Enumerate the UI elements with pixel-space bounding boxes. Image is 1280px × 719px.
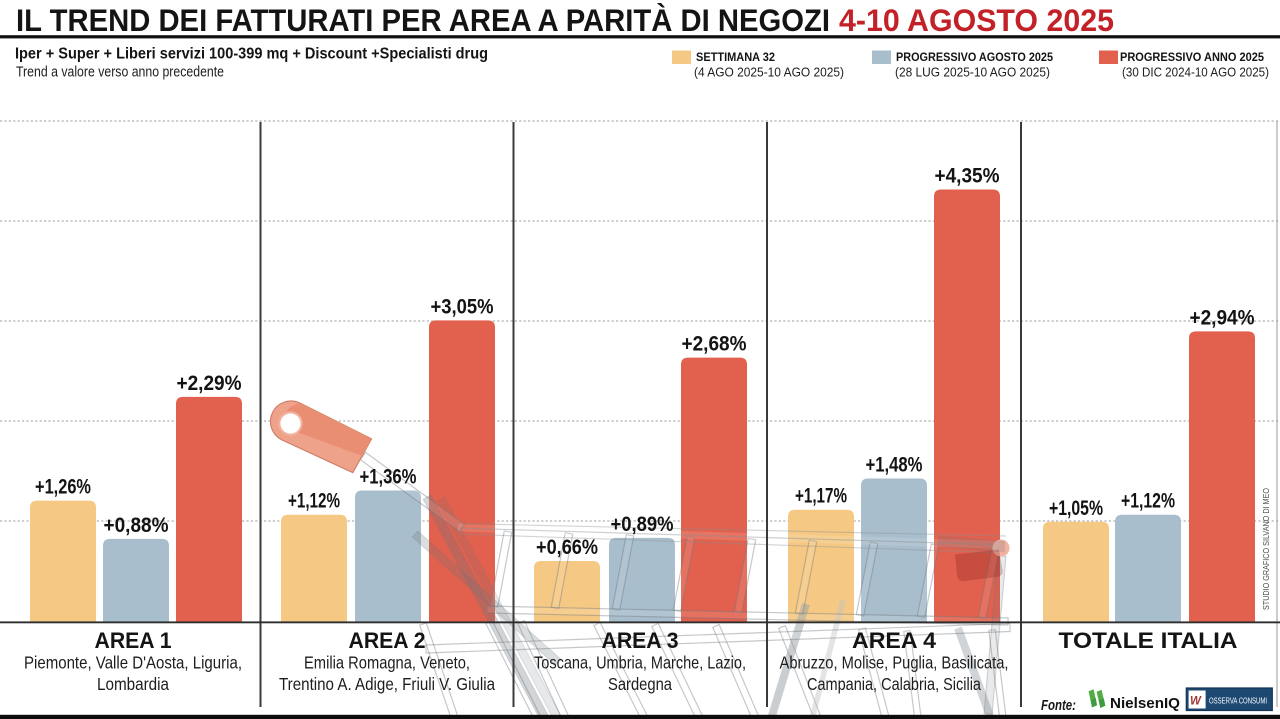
svg-text:+1,05%: +1,05% <box>1049 497 1103 520</box>
svg-text:W: W <box>1190 696 1202 708</box>
svg-text:NielsenIQ: NielsenIQ <box>1110 695 1180 712</box>
svg-text:(30 DIC 2024-10 AGO 2025): (30 DIC 2024-10 AGO 2025) <box>1122 65 1269 80</box>
svg-text:+2,68%: +2,68% <box>682 333 747 356</box>
svg-text:Fonte:: Fonte: <box>1041 697 1076 714</box>
svg-text:+1,12%: +1,12% <box>288 490 340 513</box>
svg-text:Lombardia: Lombardia <box>97 674 169 694</box>
svg-text:Trentino A. Adige, Friuli V. G: Trentino A. Adige, Friuli V. Giulia <box>279 674 495 694</box>
svg-text:OSSERVA CONSUMI: OSSERVA CONSUMI <box>1209 697 1267 706</box>
svg-text:4-10 AGOSTO 2025: 4-10 AGOSTO 2025 <box>839 2 1114 38</box>
svg-text:AREA 4: AREA 4 <box>852 628 937 653</box>
svg-text:Iper + Super + Liberi servizi: Iper + Super + Liberi servizi 100-399 mq… <box>15 46 488 63</box>
svg-text:+1,12%: +1,12% <box>1121 490 1175 513</box>
svg-text:AREA 3: AREA 3 <box>602 628 679 653</box>
svg-text:+0,88%: +0,88% <box>104 514 169 537</box>
svg-text:+0,89%: +0,89% <box>611 513 674 536</box>
svg-text:Emilia Romagna, Veneto,: Emilia Romagna, Veneto, <box>304 653 470 673</box>
svg-text:Abruzzo, Molise, Puglia, Basil: Abruzzo, Molise, Puglia, Basilicata, <box>780 653 1009 673</box>
svg-text:SETTIMANA 32: SETTIMANA 32 <box>696 50 775 64</box>
svg-text:Toscana, Umbria, Marche, Lazio: Toscana, Umbria, Marche, Lazio, <box>534 653 746 673</box>
svg-text:IL TREND DEI FATTURATI PER ARE: IL TREND DEI FATTURATI PER AREA A PARITÀ… <box>16 2 830 38</box>
svg-text:PROGRESSIVO AGOSTO 2025: PROGRESSIVO AGOSTO 2025 <box>896 50 1053 64</box>
svg-text:(28 LUG 2025-10 AGO 2025): (28 LUG 2025-10 AGO 2025) <box>895 65 1050 80</box>
svg-text:PROGRESSIVO ANNO 2025: PROGRESSIVO ANNO 2025 <box>1120 50 1264 64</box>
svg-text:Trend a valore verso anno prec: Trend a valore verso anno precedente <box>16 64 224 81</box>
svg-text:Campania, Calabria, Sicilia: Campania, Calabria, Sicilia <box>807 674 981 694</box>
svg-text:TOTALE ITALIA: TOTALE ITALIA <box>1059 628 1238 653</box>
svg-text:AREA 1: AREA 1 <box>95 628 172 653</box>
svg-text:+0,66%: +0,66% <box>536 536 598 559</box>
svg-text:+1,48%: +1,48% <box>866 454 923 477</box>
svg-text:+1,36%: +1,36% <box>360 466 417 489</box>
svg-text:+4,35%: +4,35% <box>935 165 1000 188</box>
svg-text:Sardegna: Sardegna <box>608 674 672 694</box>
svg-text:STUDIO GRAFICO SILVANO DI MEO: STUDIO GRAFICO SILVANO DI MEO <box>1261 488 1271 610</box>
svg-text:Piemonte, Valle D'Aosta, Ligur: Piemonte, Valle D'Aosta, Liguria, <box>24 653 242 673</box>
svg-text:+3,05%: +3,05% <box>431 295 494 318</box>
svg-text:+1,17%: +1,17% <box>795 485 847 508</box>
svg-text:AREA 2: AREA 2 <box>349 628 426 653</box>
svg-text:+1,26%: +1,26% <box>35 476 91 499</box>
svg-text:(4 AGO 2025-10 AGO 2025): (4 AGO 2025-10 AGO 2025) <box>694 65 844 80</box>
svg-text:+2,29%: +2,29% <box>177 372 242 395</box>
svg-text:+2,94%: +2,94% <box>1190 306 1255 329</box>
